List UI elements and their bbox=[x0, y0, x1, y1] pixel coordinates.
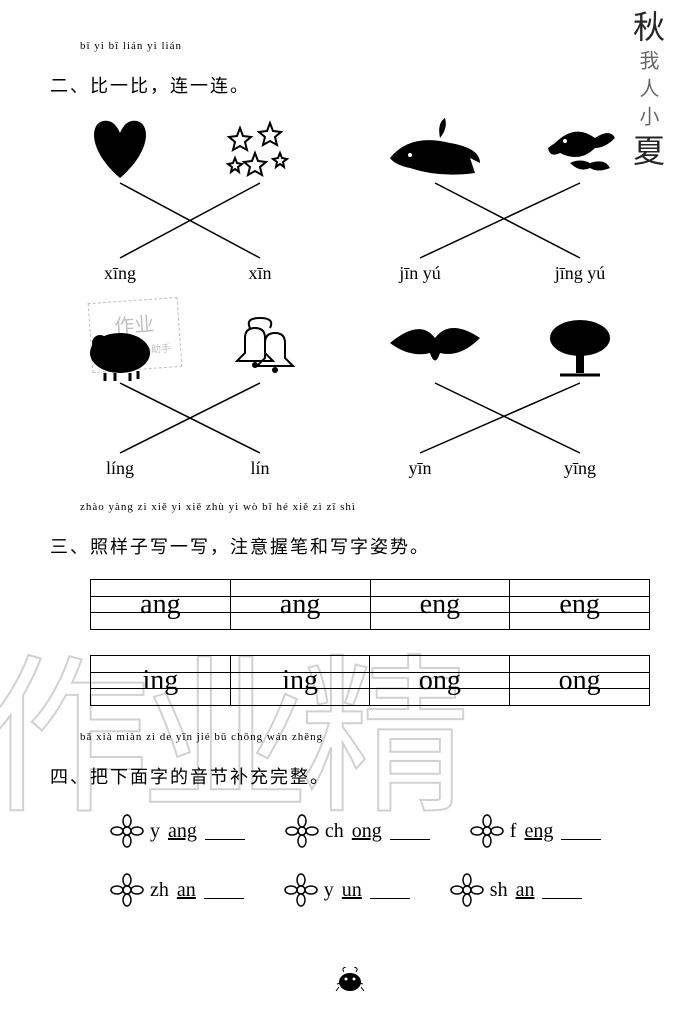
fill-answer: an bbox=[175, 879, 198, 902]
grid-cell: eng bbox=[510, 580, 650, 630]
grid-cell: ang bbox=[230, 580, 370, 630]
flower-icon bbox=[110, 873, 144, 907]
writing-grid-1: ang ang eng eng bbox=[90, 579, 650, 630]
match-lines-1 bbox=[50, 113, 650, 303]
fill-prefix: f bbox=[510, 820, 517, 843]
flower-icon bbox=[110, 814, 144, 848]
writing-grid-2: ing ing ong ong bbox=[90, 655, 650, 706]
fill-answer: ong bbox=[350, 820, 384, 843]
fill-item: chong bbox=[285, 814, 430, 848]
fill-item: feng bbox=[470, 814, 602, 848]
grid-cell: ong bbox=[510, 656, 650, 706]
flower-icon bbox=[285, 814, 319, 848]
fill-row-2: zhan yun shan bbox=[110, 873, 650, 907]
grid-cell: ing bbox=[230, 656, 370, 706]
background-watermark: 作业精 bbox=[0, 600, 460, 846]
fill-prefix: sh bbox=[490, 879, 508, 902]
grid-cell: eng bbox=[370, 580, 510, 630]
watermark-stamp: 作业 作业检查小助手 bbox=[88, 297, 183, 373]
flower-icon bbox=[284, 873, 318, 907]
section4-title: 四、把下面字的音节补充完整。 bbox=[50, 763, 650, 789]
fill-item: yun bbox=[284, 873, 410, 907]
fill-item: zhan bbox=[110, 873, 244, 907]
fill-answer: an bbox=[514, 879, 537, 902]
flower-icon bbox=[470, 814, 504, 848]
footer-bug-icon bbox=[335, 967, 365, 998]
fill-prefix: zh bbox=[150, 879, 169, 902]
section3-pinyin: zhào yàng zi xiě yi xiě zhù yì wò bǐ hé … bbox=[80, 501, 650, 513]
section2-title: 二、比一比，连一连。 bbox=[50, 72, 650, 98]
grid-cell: ong bbox=[370, 656, 510, 706]
fill-prefix: y bbox=[324, 879, 334, 902]
section3-title: 三、照样子写一写，注意握笔和写字姿势。 bbox=[50, 533, 650, 559]
grid-cell: ing bbox=[91, 656, 231, 706]
grid-cell: ang bbox=[91, 580, 231, 630]
fill-prefix: y bbox=[150, 820, 160, 843]
fill-item: shan bbox=[450, 873, 583, 907]
fill-prefix: ch bbox=[325, 820, 344, 843]
fill-answer: ang bbox=[166, 820, 199, 843]
worksheet-page: 秋我人小夏 bǐ yi bǐ lián yi lián 二、比一比，连一连。 bbox=[0, 0, 700, 1018]
flower-icon bbox=[450, 873, 484, 907]
fill-answer: un bbox=[340, 879, 364, 902]
fill-item: yang bbox=[110, 814, 245, 848]
fill-row-1: yang chong feng bbox=[110, 814, 650, 848]
section2-pinyin: bǐ yi bǐ lián yi lián bbox=[80, 40, 650, 52]
match-row-1: xīng xīn jīn yú jīng yú bbox=[50, 113, 650, 303]
section4-pinyin: bǎ xià miàn zì de yīn jié bǔ chōng wán z… bbox=[80, 731, 650, 743]
fill-answer: eng bbox=[522, 820, 555, 843]
